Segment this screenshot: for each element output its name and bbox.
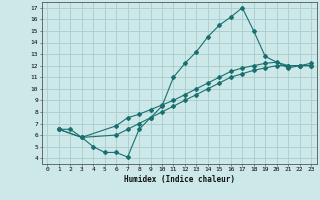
X-axis label: Humidex (Indice chaleur): Humidex (Indice chaleur) [124,175,235,184]
